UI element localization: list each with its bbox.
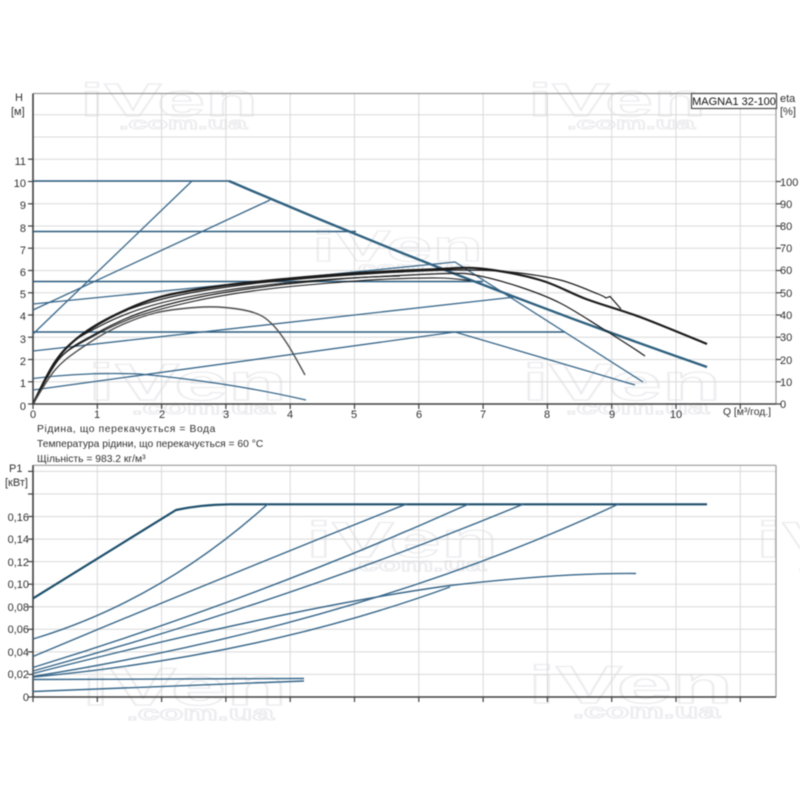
svg-text:.com.ua: .com.ua <box>348 555 488 575</box>
svg-text:60: 60 <box>780 265 792 277</box>
svg-text:0: 0 <box>780 399 786 411</box>
svg-text:iVen: iVen <box>528 656 733 715</box>
svg-text:0: 0 <box>30 409 36 421</box>
svg-text:100: 100 <box>780 177 798 189</box>
svg-text:Температура рідини, що перекач: Температура рідини, що перекачується = 6… <box>37 439 264 450</box>
svg-text:4: 4 <box>20 311 26 323</box>
svg-text:0,08: 0,08 <box>8 602 29 614</box>
svg-text:6: 6 <box>20 267 26 279</box>
svg-text:9: 9 <box>609 409 615 421</box>
svg-text:10: 10 <box>780 377 792 389</box>
svg-text:3: 3 <box>223 409 229 421</box>
svg-text:0,14: 0,14 <box>8 534 29 546</box>
svg-text:3: 3 <box>20 334 26 346</box>
svg-text:0,16: 0,16 <box>8 512 29 524</box>
svg-text:0,02: 0,02 <box>8 669 29 681</box>
svg-text:[кВт]: [кВт] <box>5 477 28 489</box>
svg-text:Рідина, що перекачується = Вод: Рідина, що перекачується = Вода <box>37 424 216 435</box>
svg-text:10: 10 <box>14 178 26 190</box>
svg-text:0,12: 0,12 <box>8 557 29 569</box>
svg-text:[м]: [м] <box>11 106 25 118</box>
svg-text:4: 4 <box>287 409 293 421</box>
svg-text:1: 1 <box>94 409 100 421</box>
svg-text:2: 2 <box>159 409 165 421</box>
svg-text:iVen: iVen <box>528 74 706 126</box>
svg-text:9: 9 <box>20 200 26 212</box>
svg-text:8: 8 <box>20 223 26 235</box>
svg-text:11: 11 <box>15 156 26 168</box>
svg-text:1: 1 <box>20 378 26 390</box>
svg-text:iVen: iVen <box>756 512 800 568</box>
svg-text:eta: eta <box>780 93 796 105</box>
svg-text:0: 0 <box>23 692 29 704</box>
svg-text:6: 6 <box>416 409 422 421</box>
svg-text:20: 20 <box>780 355 792 367</box>
svg-text:70: 70 <box>780 243 792 255</box>
svg-text:80: 80 <box>780 221 792 233</box>
svg-text:0,04: 0,04 <box>8 647 29 659</box>
svg-text:H: H <box>15 92 23 104</box>
svg-text:.com.ua: .com.ua <box>798 555 800 575</box>
svg-text:Щільність = 983.2 кг/м³: Щільність = 983.2 кг/м³ <box>37 454 146 465</box>
svg-text:40: 40 <box>780 310 792 322</box>
svg-text:90: 90 <box>780 199 792 211</box>
svg-text:.com.ua: .com.ua <box>573 701 722 723</box>
svg-text:0: 0 <box>20 401 26 413</box>
svg-text:5: 5 <box>20 289 26 301</box>
svg-text:50: 50 <box>780 288 792 300</box>
svg-text:.com.ua: .com.ua <box>127 703 276 725</box>
svg-text:10: 10 <box>670 409 682 421</box>
svg-text:0,10: 0,10 <box>8 579 29 591</box>
svg-text:MAGNA1 32-100: MAGNA1 32-100 <box>692 96 776 108</box>
svg-text:30: 30 <box>780 332 792 344</box>
svg-text:Q [м³/год.]: Q [м³/год.] <box>723 407 771 418</box>
svg-text:5: 5 <box>351 409 357 421</box>
svg-text:.com.ua: .com.ua <box>566 398 710 419</box>
svg-text:iVen: iVen <box>312 222 483 271</box>
svg-text:[%]: [%] <box>780 106 796 118</box>
svg-text:P1: P1 <box>9 463 22 475</box>
svg-text:iVen: iVen <box>80 74 258 126</box>
svg-text:iVen: iVen <box>88 354 287 412</box>
svg-text:8: 8 <box>544 409 550 421</box>
svg-text:0,06: 0,06 <box>8 624 29 636</box>
svg-text:.com.ua: .com.ua <box>567 114 696 133</box>
svg-text:.com.ua: .com.ua <box>119 114 248 133</box>
svg-text:.com.ua: .com.ua <box>132 398 276 419</box>
svg-text:2: 2 <box>20 356 26 368</box>
svg-text:7: 7 <box>20 245 26 257</box>
svg-text:iVen: iVen <box>522 354 721 412</box>
svg-text:7: 7 <box>480 409 486 421</box>
